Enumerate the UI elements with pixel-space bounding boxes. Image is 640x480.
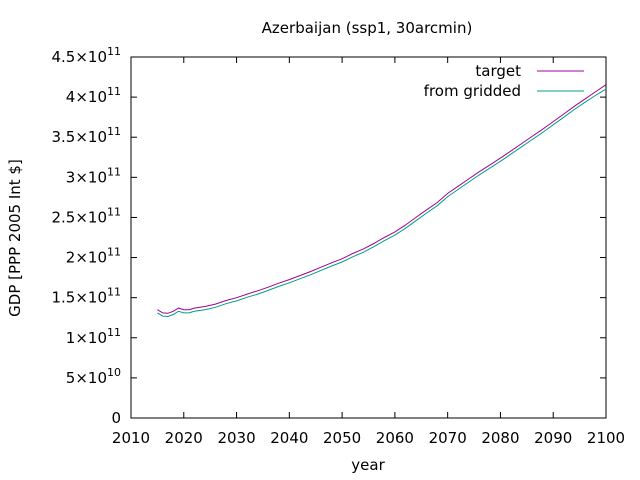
x-tick-label: 2060 <box>376 429 414 447</box>
legend-label: target <box>475 62 521 80</box>
y-tick-label: 0 <box>111 409 121 427</box>
y-tick-label: 1.5×1011 <box>51 286 121 307</box>
x-tick-label: 2050 <box>323 429 361 447</box>
y-tick-label: 2×1011 <box>66 246 121 267</box>
chart-title: Azerbaijan (ssp1, 30arcmin) <box>262 19 473 37</box>
x-tick-label: 2040 <box>270 429 308 447</box>
legend: target from gridded <box>424 62 584 100</box>
x-tick-label: 2070 <box>429 429 467 447</box>
x-tick-label: 2010 <box>112 429 150 447</box>
plot-frame <box>130 56 607 419</box>
y-tick-label: 4.5×1011 <box>51 45 121 66</box>
x-axis: 2010 2020 2030 2040 2050 2060 2070 2080 2090 2100 <box>112 57 625 447</box>
y-tick-label: 1×1011 <box>66 326 121 347</box>
legend-label: from gridded <box>424 82 521 100</box>
y-tick-label: 3.5×1011 <box>51 125 121 146</box>
series-line-1 <box>157 84 607 314</box>
y-tick-label: 5×1010 <box>66 366 121 387</box>
y-tick-label: 4×1011 <box>66 85 121 106</box>
x-axis-label: year <box>351 456 385 474</box>
series-group <box>157 84 607 318</box>
x-tick-label: 2090 <box>534 429 572 447</box>
x-tick-label: 2030 <box>217 429 255 447</box>
y-axis: 0 5×1010 1×1011 1.5×1011 2×1011 2.5×1011 3×101… <box>51 45 606 427</box>
y-axis-label: GDP [PPP 2005 Int $] <box>6 159 24 317</box>
series-line-2 <box>157 88 607 318</box>
x-tick-label: 2020 <box>165 429 203 447</box>
x-tick-label: 2100 <box>587 429 625 447</box>
x-tick-label: 2080 <box>481 429 519 447</box>
y-tick-label: 2.5×1011 <box>51 205 121 226</box>
y-tick-label: 3×1011 <box>66 165 121 186</box>
